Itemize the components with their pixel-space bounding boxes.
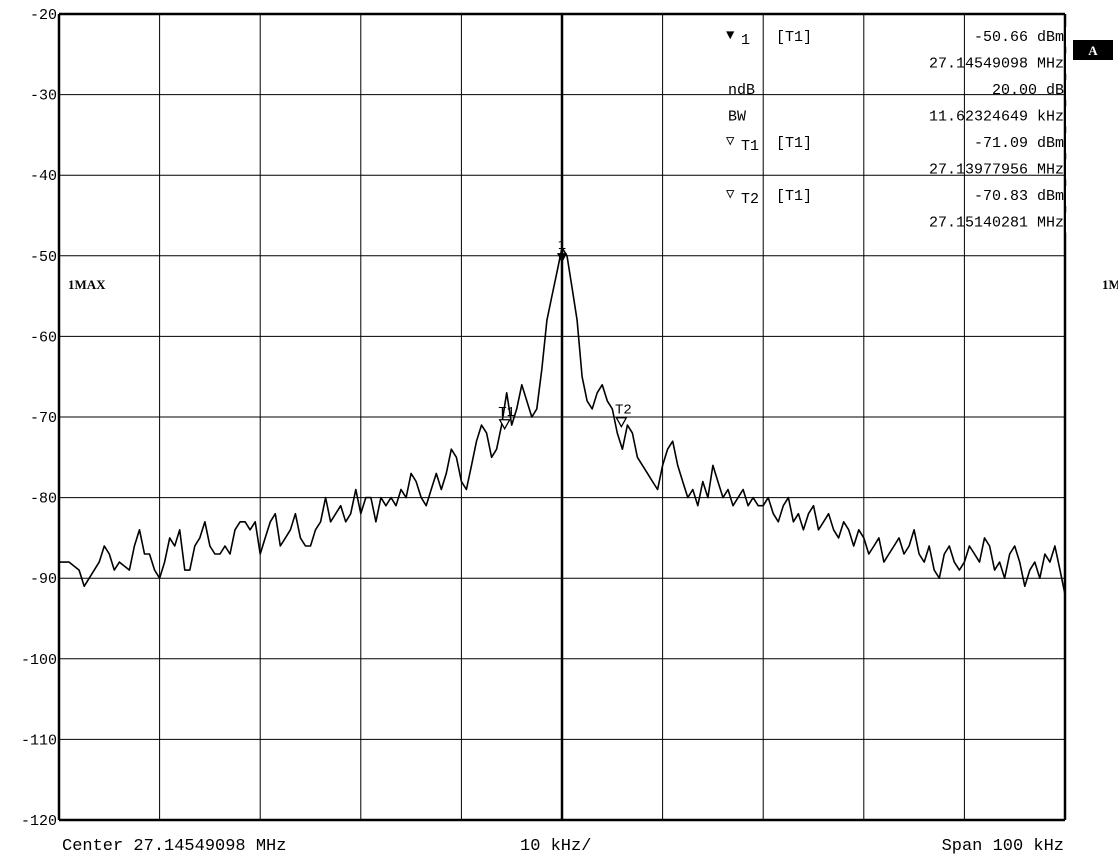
marker-label: T1: [498, 405, 515, 421]
y-tick-label: -50: [30, 249, 57, 266]
y-tick-label: -110: [21, 732, 57, 749]
marker-table-row: ndB 20.00 dB: [728, 80, 1071, 100]
marker-value: 20.00 dB: [992, 82, 1064, 99]
y-tick-label: -40: [30, 168, 57, 185]
hollow-marker-icon: [498, 419, 511, 431]
marker-value: 11.62324649 kHz: [929, 109, 1064, 126]
row-backdrop: [1066, 159, 1071, 180]
row-backdrop: [1066, 186, 1071, 206]
row-backdrop: [1066, 133, 1071, 153]
marker-t1: T1: [498, 405, 515, 431]
row-backdrop: [1066, 80, 1071, 100]
marker-value: 27.15140281 MHz: [929, 215, 1064, 232]
badge-box: [1073, 40, 1113, 60]
marker-name: ndB: [728, 82, 755, 99]
marker-value: 27.13977956 MHz: [929, 162, 1064, 179]
marker-table-row: 27.13977956 MHz: [929, 159, 1071, 180]
y-tick-label: -100: [21, 652, 57, 669]
marker-symbol: ▼: [726, 28, 735, 44]
marker-t2: T2: [615, 403, 632, 429]
marker-label: 1: [558, 238, 566, 254]
y-tick-label: -60: [30, 329, 57, 346]
marker-name: 1: [741, 32, 750, 49]
marker-table-row: ▼ 1 [T1] -50.66 dBm: [726, 27, 1071, 49]
marker-name: T1: [741, 138, 759, 155]
hollow-marker-icon: [615, 417, 628, 429]
marker-trace: [T1]: [776, 135, 812, 152]
row-backdrop: [1066, 53, 1071, 74]
row-backdrop: [1066, 27, 1071, 47]
row-backdrop: [1066, 212, 1071, 233]
plot-grid: [57, 12, 1067, 822]
marker-trace: [T1]: [776, 29, 812, 46]
center-frequency-label: Center 27.14549098 MHz: [62, 837, 286, 855]
trace-layer: [59, 246, 1066, 595]
marker-name: T2: [741, 191, 759, 208]
y-tick-label: -120: [21, 813, 57, 830]
marker-symbol: ▽: [726, 187, 735, 203]
marker-name: BW: [728, 109, 746, 126]
y-tick-label: -70: [30, 410, 57, 427]
marker-value: 27.14549098 MHz: [929, 56, 1064, 73]
division-label: 10 kHz/: [520, 837, 591, 855]
marker-1: 1: [557, 238, 567, 264]
trace-label-right: 1MA: [1102, 277, 1118, 292]
y-tick-label: -90: [30, 571, 57, 588]
marker-symbol: ▽: [726, 134, 735, 150]
y-tick-label: -30: [30, 88, 57, 105]
y-tick-label: -20: [30, 7, 57, 24]
marker-layer: 1 T1 T2: [498, 238, 632, 431]
marker-info-table: ▼ 1 [T1] -50.66 dBm 27.14549098 MHz ndB 20.00 …: [726, 27, 1071, 233]
filled-marker-icon: [557, 253, 567, 264]
marker-value: -50.66 dBm: [974, 29, 1064, 46]
marker-value: -71.09 dBm: [974, 135, 1064, 152]
marker-trace: [T1]: [776, 188, 812, 205]
marker-label: T2: [615, 403, 632, 419]
row-backdrop: [1066, 106, 1071, 127]
marker-table-row: ▽ T2 [T1] -70.83 dBm: [726, 186, 1071, 208]
span-label: Span 100 kHz: [942, 837, 1064, 855]
trace-label-left: 1MAX: [68, 277, 106, 292]
marker-value: -70.83 dBm: [974, 188, 1064, 205]
marker-table-row: 27.15140281 MHz: [929, 212, 1071, 233]
y-tick-label: -80: [30, 491, 57, 508]
trace-line: [59, 246, 1066, 595]
y-axis-tick-labels: -20 -30 -40 -50 -60 -70 -80 -90 -100 -110 -120: [21, 7, 57, 830]
marker-table-row: BW 11.62324649 kHz: [728, 106, 1071, 127]
marker-table-row: 27.14549098 MHz: [929, 53, 1071, 74]
badge-label: A: [1088, 43, 1098, 58]
marker-table-row: ▽ T1 [T1] -71.09 dBm: [726, 133, 1071, 155]
